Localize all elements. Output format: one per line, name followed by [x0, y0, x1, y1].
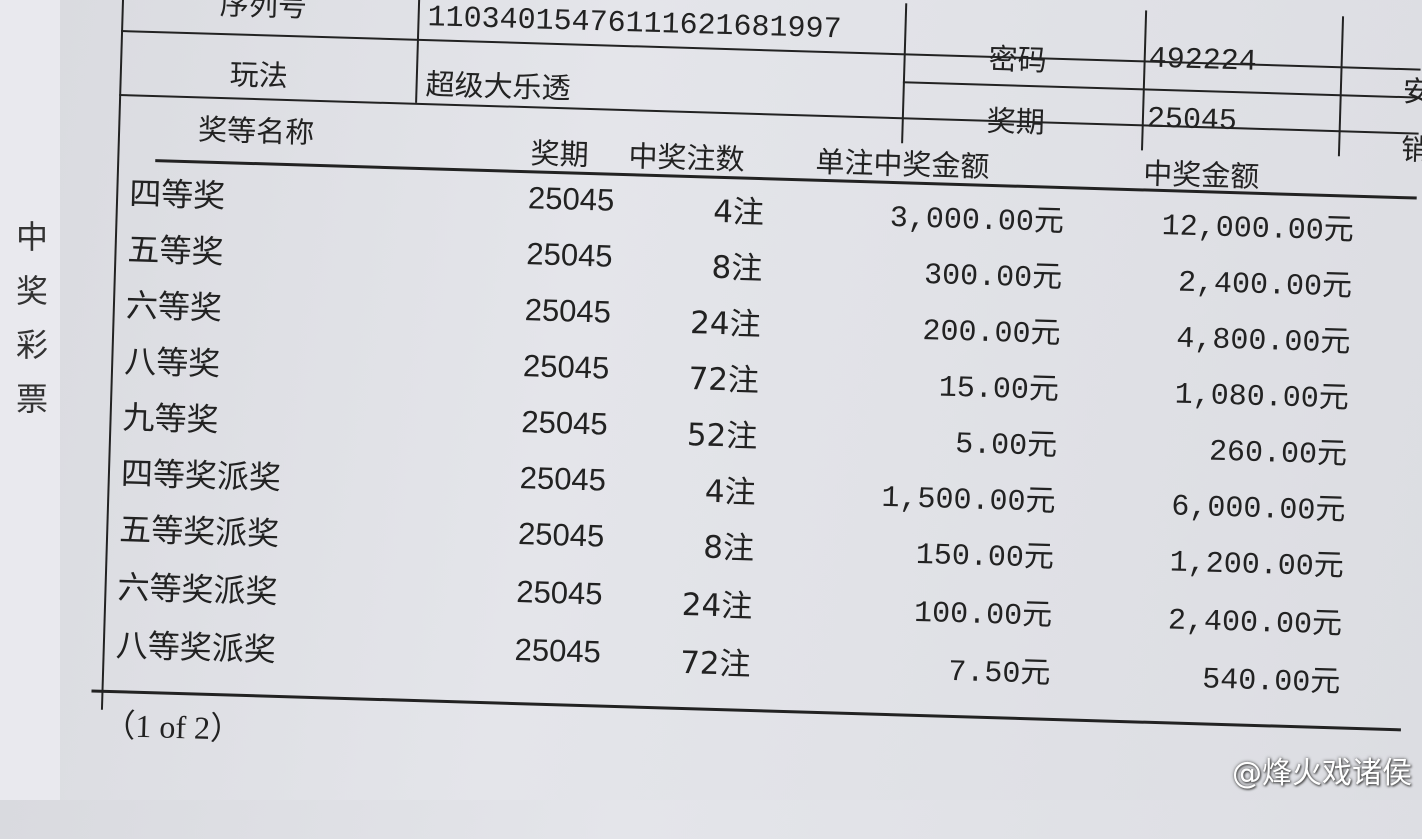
divider	[901, 3, 908, 144]
prize-count: 72注	[679, 644, 752, 683]
prize-name: 八等奖	[123, 342, 221, 384]
cut-label: 安	[1402, 74, 1422, 109]
prize-unit-amount: 100.00元	[913, 596, 1053, 635]
prize-period: 25045	[517, 516, 605, 554]
prize-count: 72注	[688, 361, 760, 400]
prize-period: 25045	[520, 404, 609, 442]
period-label: 奖期	[986, 103, 1046, 140]
divider	[1337, 16, 1345, 157]
prize-unit-amount: 3,000.00元	[889, 201, 1065, 242]
prize-total-amount: 4,800.00元	[1175, 322, 1351, 362]
prize-period: 25045	[514, 632, 602, 670]
play-label: 玩法	[229, 57, 289, 94]
prize-count: 4注	[704, 473, 757, 512]
prize-unit-amount: 200.00元	[921, 314, 1061, 354]
prize-count: 4注	[712, 193, 765, 232]
page-indicator: （1 of 2）	[102, 706, 243, 747]
prize-unit-amount: 5.00元	[954, 427, 1058, 465]
prize-name: 八等奖派奖	[115, 626, 277, 669]
prize-total-amount: 540.00元	[1201, 663, 1341, 702]
prize-total-amount: 1,080.00元	[1174, 378, 1350, 418]
prize-period: 25045	[524, 292, 612, 330]
prize-name: 四等奖派奖	[120, 454, 282, 497]
prize-unit-amount: 150.00元	[915, 538, 1055, 577]
prize-name: 六等奖派奖	[117, 568, 279, 611]
prize-count: 52注	[686, 417, 758, 456]
prize-period: 25045	[527, 180, 615, 218]
prize-name: 六等奖	[125, 286, 223, 328]
prize-name: 四等奖	[128, 174, 226, 216]
prize-total-amount: 1,200.00元	[1169, 546, 1345, 586]
prize-period: 25045	[525, 236, 614, 274]
prize-total-amount: 6,000.00元	[1170, 490, 1346, 530]
prize-unit-amount: 300.00元	[923, 258, 1063, 298]
prize-total-amount: 2,400.00元	[1167, 604, 1343, 644]
prize-unit-amount: 1,500.00元	[881, 481, 1056, 521]
prize-count: 8注	[702, 529, 755, 568]
prize-unit-amount: 15.00元	[938, 371, 1060, 410]
password-value: 492224	[1148, 42, 1258, 80]
prize-total-amount: 12,000.00元	[1161, 210, 1355, 250]
prize-name: 五等奖	[127, 230, 225, 272]
prize-count: 24注	[689, 305, 762, 344]
prize-period: 25045	[522, 348, 610, 386]
prize-count: 24注	[681, 586, 753, 626]
password-label: 密码	[988, 41, 1048, 78]
divider	[415, 0, 421, 103]
serial-label: 序列号	[219, 0, 308, 24]
prize-count: 8注	[711, 249, 763, 288]
play-value: 超级大乐透	[425, 67, 572, 106]
divider	[902, 81, 1420, 99]
prize-unit-amount: 7.50元	[947, 655, 1051, 693]
col-header-count: 中奖注数	[628, 139, 746, 177]
prize-total-amount: 260.00元	[1208, 435, 1348, 474]
prize-total-amount: 2,400.00元	[1177, 266, 1353, 306]
prize-period: 25045	[519, 460, 607, 498]
prize-period: 25045	[515, 574, 604, 612]
col-header-name: 奖等名称	[197, 112, 315, 150]
prize-name: 九等奖	[122, 398, 220, 440]
col-header-period: 奖期	[530, 136, 590, 172]
watermark: @烽火戏诸侯	[1232, 756, 1412, 791]
period-value: 25045	[1146, 102, 1238, 140]
side-label: 中奖彩票	[15, 218, 48, 418]
prize-name: 五等奖派奖	[118, 510, 280, 553]
cut-label: 销	[1400, 132, 1422, 167]
left-margin	[0, 0, 60, 800]
